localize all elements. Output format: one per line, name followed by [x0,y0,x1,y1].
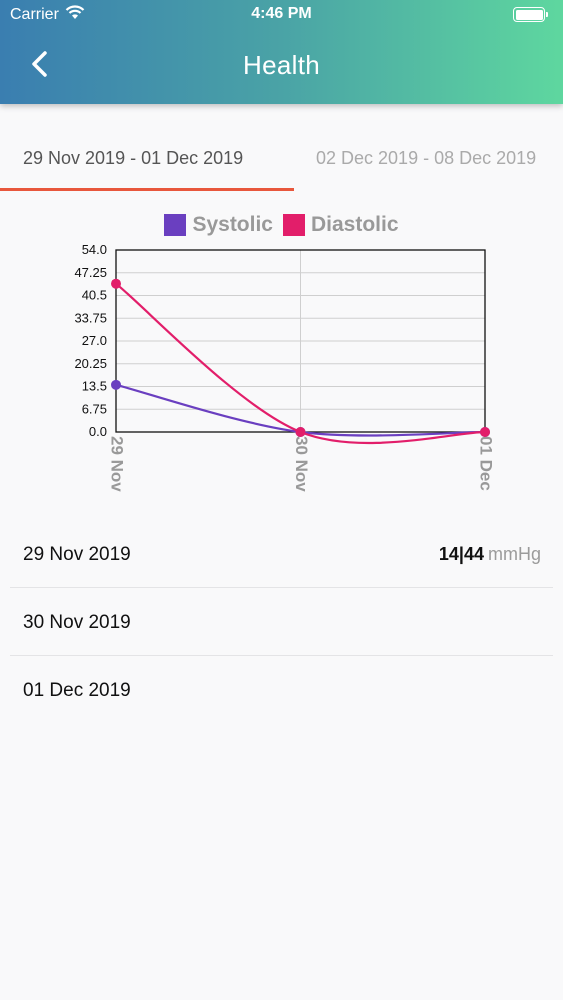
blood-pressure-chart: 54.0 47.25 40.5 33.75 27.0 20.25 13.5 6.75 0.0 29… [0,205,563,515]
status-bar: Carrier 4:46 PM [0,0,563,30]
data-point-diastolic [480,427,490,437]
list-item[interactable]: 01 Dec 2019 [10,656,553,724]
y-tick-label: 0.0 [89,424,107,439]
legend-diastolic-label: Diastolic [311,213,399,236]
battery-icon [513,7,548,22]
back-button[interactable] [24,50,54,82]
y-tick-label: 47.25 [74,265,107,280]
data-point-diastolic [295,427,306,437]
legend-systolic-label: Systolic [192,213,273,236]
y-tick-label: 54.0 [82,242,107,257]
reading-unit: mmHg [488,544,541,564]
tab-week-1[interactable]: 29 Nov 2019 - 01 Dec 2019 [23,148,244,168]
y-tick-label: 40.5 [82,288,107,303]
y-tick-label: 13.5 [82,379,107,394]
date-range-tabs: 29 Nov 2019 - 01 Dec 2019 02 Dec 2019 - … [0,104,563,192]
active-tab-indicator [0,188,294,191]
legend-diastolic: Diastolic [283,213,399,237]
y-tick-label: 20.25 [74,356,107,371]
chevron-left-icon [30,50,48,83]
wifi-icon [65,5,85,25]
carrier-label: Carrier [10,6,59,23]
data-point-diastolic [111,278,121,289]
y-tick-label: 6.75 [82,401,107,416]
list-item[interactable]: 30 Nov 2019 [10,588,553,656]
data-point-systolic [111,379,121,390]
page-title: Health [243,50,320,80]
y-tick-label: 27.0 [82,333,107,348]
legend-diastolic-swatch [283,214,305,236]
readings-list: 29 Nov 2019 14|44 mmHg 30 Nov 2019 01 Dec… [0,520,563,724]
chart-legend: Systolic Diastolic [0,213,563,237]
reading-date: 29 Nov 2019 [23,544,131,565]
status-time: 4:46 PM [251,5,312,22]
tab-week-2[interactable]: 02 Dec 2019 - 08 Dec 2019 [316,148,537,168]
x-tick-label: 29 Nov [108,436,127,492]
legend-systolic: Systolic [164,213,273,237]
list-item[interactable]: 29 Nov 2019 14|44 mmHg [10,520,553,588]
reading-date: 01 Dec 2019 [23,680,131,701]
x-tick-label: 01 Dec [477,436,496,491]
reading-date: 30 Nov 2019 [23,612,131,633]
carrier-info: Carrier [10,5,85,25]
reading-value: 14|44 mmHg [439,544,541,565]
y-tick-label: 33.75 [74,310,107,325]
chart-svg: 54.0 47.25 40.5 33.75 27.0 20.25 13.5 6.75 0.029… [74,242,496,492]
legend-systolic-swatch [164,214,187,236]
app-header: Carrier 4:46 PM Health [0,0,563,104]
x-tick-label: 30 Nov [292,436,311,492]
reading-bp-value: 14|44 [438,544,484,564]
